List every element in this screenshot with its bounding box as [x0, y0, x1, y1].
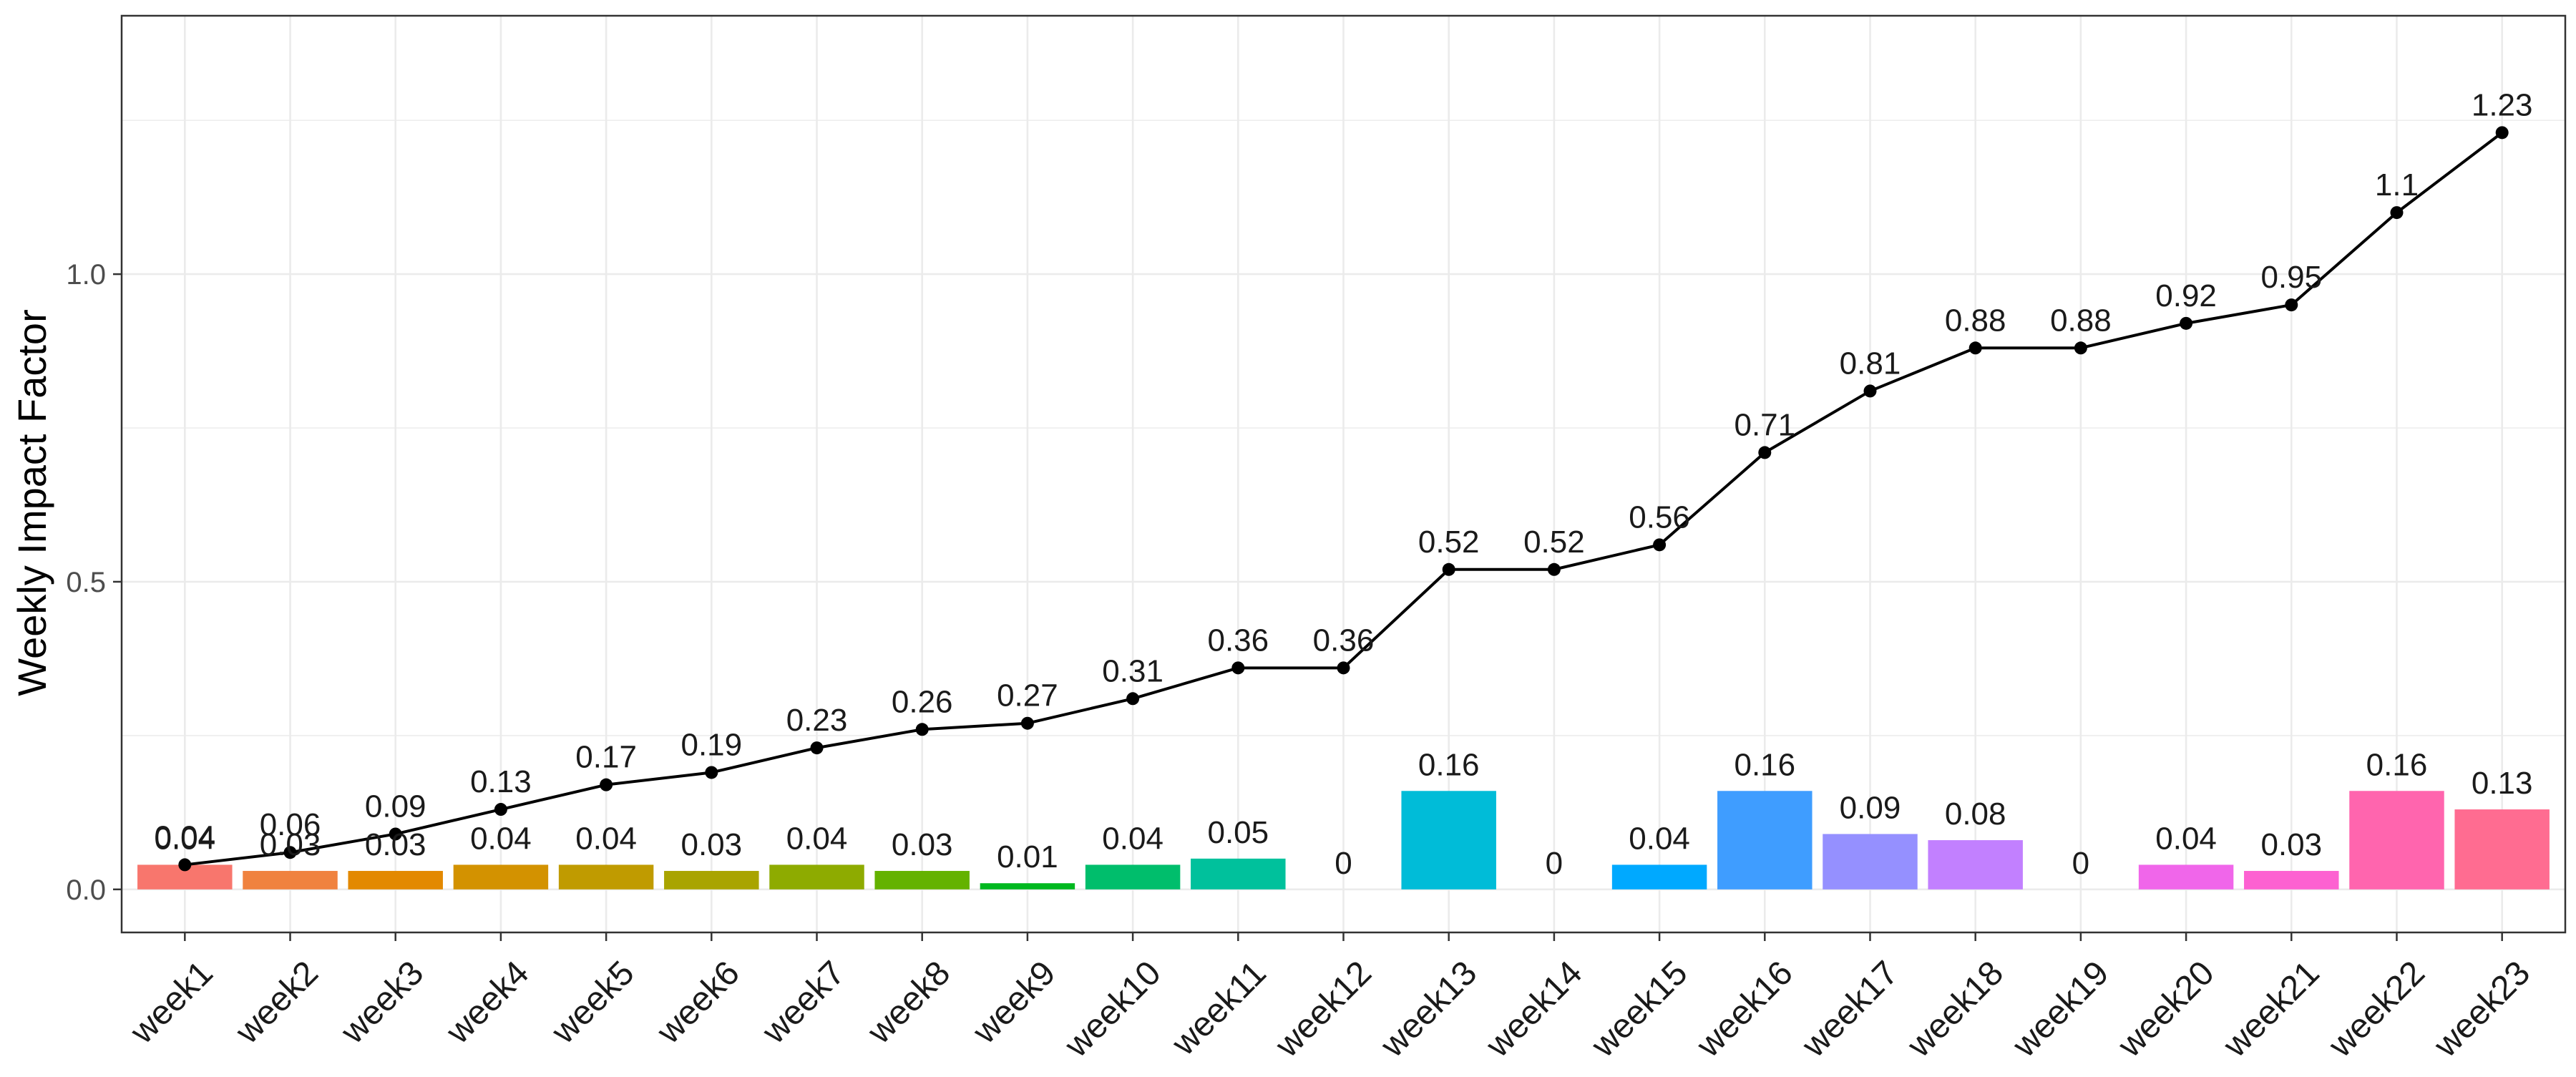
y-tick-label: 0.5 [66, 567, 106, 598]
line-value-label: 0.27 [997, 678, 1058, 713]
line-value-label: 0.36 [1207, 623, 1269, 658]
line-point-week20 [2180, 316, 2193, 330]
line-point-week2 [283, 846, 297, 859]
bar-value-label: 0.03 [680, 827, 742, 862]
line-value-label: 1.1 [2375, 167, 2419, 203]
line-point-week5 [600, 778, 613, 791]
line-value-label: 0.06 [260, 807, 321, 842]
bar-week11 [1191, 858, 1286, 890]
line-value-label: 0.56 [1629, 499, 1690, 535]
bar-value-label: 0.04 [470, 821, 532, 856]
bar-series [137, 791, 2550, 890]
bar-value-label: 0.08 [1945, 796, 2006, 832]
line-point-week3 [389, 827, 402, 841]
bar-week3 [348, 871, 443, 890]
bar-week2 [243, 871, 338, 890]
y-tick-label: 1.0 [66, 259, 106, 291]
bar-week21 [2244, 871, 2339, 890]
line-point-week12 [1337, 661, 1350, 675]
line-series [178, 126, 2509, 872]
line-point-week18 [1968, 341, 1982, 355]
bar-value-label: 0.16 [2366, 747, 2428, 782]
bar-week5 [558, 864, 654, 890]
bar-value-label: 0.16 [1734, 747, 1795, 782]
bar-value-label: 0.13 [2472, 766, 2533, 801]
grid [122, 16, 2565, 932]
line-value-label: 0.23 [786, 703, 848, 738]
bar-value-label: 0.09 [1840, 790, 1901, 825]
line-value-label: 0.52 [1523, 525, 1585, 560]
bar-value-label: 0.04 [786, 821, 848, 856]
bar-value-label: 0.05 [1207, 815, 1269, 850]
line-value-label: 0.31 [1102, 653, 1163, 688]
bar-week20 [2138, 864, 2234, 890]
line-point-week22 [2390, 206, 2404, 220]
line-point-week6 [705, 766, 718, 779]
line-point-week9 [1020, 716, 1034, 730]
bar-week10 [1085, 864, 1181, 890]
line-point-week16 [1758, 446, 1772, 459]
y-tick-label: 0.0 [66, 874, 106, 906]
line-value-label: 0.71 [1734, 407, 1795, 442]
line-value-label: 0.17 [575, 740, 637, 775]
line-value-label: 1.23 [2472, 87, 2533, 122]
line-value-label: 0.09 [365, 789, 426, 824]
line-point-week15 [1653, 538, 1667, 552]
bar-week9 [980, 883, 1075, 890]
line-value-label: 0.26 [892, 684, 953, 719]
bar-value-label: 0.04 [575, 821, 637, 856]
bar-value-label: 0.01 [997, 839, 1058, 874]
bar-value-label: 0 [2072, 846, 2089, 881]
line-value-label: 0.95 [2260, 260, 2322, 295]
line-point-week8 [915, 723, 929, 736]
bar-value-label: 0.03 [365, 827, 426, 862]
bar-value-label: 0.04 [154, 821, 215, 856]
bar-value-label: 0.03 [260, 827, 321, 862]
line-point-week7 [810, 741, 824, 755]
bar-week18 [1928, 840, 2023, 890]
line-value-label: 0.13 [470, 764, 532, 799]
line-value-label: 0.04 [154, 819, 215, 854]
bar-value-label: 0.03 [892, 827, 953, 862]
bar-value-label: 0.04 [1629, 821, 1690, 856]
bar-week8 [874, 871, 970, 890]
line-value-label: 0.88 [2050, 303, 2112, 338]
line-point-week23 [2495, 126, 2509, 140]
line-value-label: 0.88 [1945, 303, 2006, 338]
line-point-week19 [2074, 341, 2087, 355]
bar-week13 [1401, 791, 1496, 890]
line-point-week14 [1547, 562, 1561, 576]
line-value-label: 0.36 [1313, 623, 1375, 658]
bar-value-label: 0.04 [1102, 821, 1163, 856]
bar-week17 [1823, 834, 1918, 890]
line-point-week17 [1863, 384, 1877, 398]
bar-value-label: 0 [1335, 846, 1352, 881]
bar-week7 [769, 864, 864, 890]
line-point-week4 [494, 803, 507, 817]
data-labels: 0.04 0.03 0.03 0.04 0.04 0.03 0.04 0.03 0.01 0.04… [154, 87, 2532, 880]
line-point-week13 [1442, 562, 1455, 576]
bar-value-label: 0.16 [1418, 747, 1480, 782]
bar-value-label: 0 [1546, 846, 1563, 881]
bar-week22 [2349, 791, 2444, 890]
bar-week15 [1611, 864, 1707, 890]
bar-week23 [2454, 809, 2550, 890]
line-point-week10 [1126, 692, 1140, 706]
line-point-week11 [1231, 661, 1245, 675]
line-point-week21 [2285, 298, 2298, 312]
bar-week6 [664, 871, 759, 890]
bar-week4 [453, 864, 549, 890]
bar-week16 [1717, 791, 1813, 890]
y-axis-title: Weekly Impact Factor [9, 309, 54, 696]
line-point-week1 [178, 858, 192, 872]
line-value-label: 0.81 [1840, 346, 1901, 381]
bar-value-label: 0.03 [2260, 827, 2322, 862]
bar-value-label: 0.04 [2155, 821, 2217, 856]
line-value-label: 0.52 [1418, 525, 1480, 560]
line-value-label: 0.19 [680, 727, 742, 762]
line-value-label: 0.92 [2155, 278, 2217, 313]
